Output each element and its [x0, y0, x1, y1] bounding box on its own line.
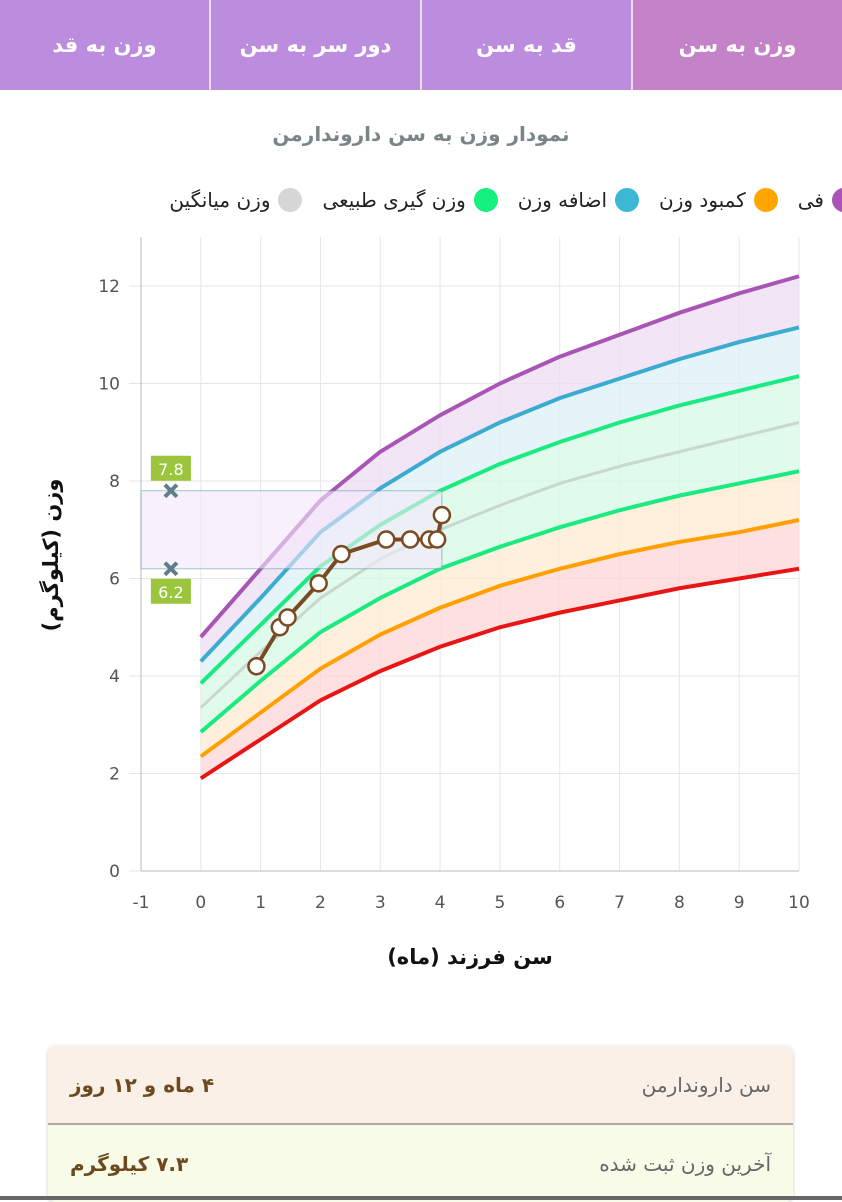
- chart-title: نمودار وزن به سن داروندارمن: [272, 122, 570, 146]
- x-axis-label: سن فرزند (ماه): [387, 945, 553, 969]
- x-tick-label: 7: [614, 893, 625, 913]
- legend-dot-icon: [473, 188, 498, 212]
- x-tick-label: 9: [734, 893, 745, 913]
- x-tick-label: 6: [554, 893, 565, 913]
- series-line-mean: [199, 421, 800, 709]
- tab-weight-height[interactable]: وزن به قد: [52, 33, 157, 57]
- legend-dot-icon: [278, 188, 303, 212]
- summary-row-age: سن داروندارمن ۴ ماه و ۱۲ روز: [48, 1046, 793, 1125]
- legend-item[interactable]: اضافه وزن: [517, 188, 640, 212]
- legend-dot-icon: [832, 188, 842, 212]
- x-tick-label: 4: [435, 893, 446, 913]
- legend: فی کمبود وزن اضافه وزن وزن گیری طبیعی وزن می…: [0, 188, 842, 212]
- weight-label: آخرین وزن ثبت شده: [599, 1151, 771, 1176]
- y-tick-label: 8: [109, 472, 120, 492]
- age-value: ۴ ماه و ۱۲ روز: [70, 1072, 215, 1097]
- range-box: [140, 490, 443, 570]
- summary-row-weight: آخرین وزن ثبت شده ۷.۳ کیلوگرم: [48, 1125, 793, 1202]
- weight-value: ۷.۳ کیلوگرم: [70, 1151, 189, 1176]
- y-axis-label: وزن (کیلوگرم): [38, 479, 63, 632]
- x-tick-label: 3: [375, 893, 386, 913]
- bottom-bar: [0, 1196, 842, 1200]
- x-tick-label: 2: [315, 893, 326, 913]
- legend-item[interactable]: وزن میانگین: [169, 188, 303, 212]
- legend-dot-icon: [753, 188, 778, 212]
- x-marker-icon: [163, 483, 179, 499]
- series-line-normal-upper: [199, 374, 800, 685]
- legend-dot-icon: [615, 188, 640, 212]
- series-line-severe: [199, 566, 800, 781]
- range-label-bg: [150, 578, 191, 604]
- band-top: [200, 276, 799, 662]
- legend-label: اضافه وزن: [517, 188, 608, 212]
- x-tick-label: 8: [674, 893, 685, 913]
- range-label-bg: [150, 455, 191, 481]
- child-weight-point: [332, 544, 351, 564]
- tab-height-age[interactable]: قد به سن: [420, 0, 631, 90]
- x-tick-label: 0: [195, 893, 206, 913]
- y-tick-label: 0: [109, 862, 120, 882]
- y-tick-label: 12: [98, 277, 120, 297]
- tab-weight-age[interactable]: وزن به سن: [631, 0, 842, 90]
- y-tick-label: 6: [109, 570, 120, 590]
- legend-label: کمبود وزن: [659, 188, 746, 212]
- range-label: 6.2: [158, 583, 183, 602]
- legend-label: فی: [797, 188, 824, 212]
- child-weight-point: [427, 530, 447, 549]
- series-line-normal-lower: [199, 469, 800, 734]
- legend-item[interactable]: فی: [798, 188, 842, 212]
- band-underweight: [200, 520, 799, 779]
- x-tick-label: 10: [788, 893, 810, 913]
- child-weight-point: [247, 657, 266, 676]
- series-line-underweight: [199, 518, 800, 759]
- summary-card: سن داروندارمن ۴ ماه و ۱۲ روز آخرین وزن ث…: [48, 1046, 793, 1202]
- band-overweight: [200, 327, 799, 684]
- child-weight-point: [278, 608, 297, 627]
- range-label: 7.8: [158, 460, 183, 479]
- x-tick-label: 1: [255, 893, 266, 913]
- legend-label: وزن میانگین: [169, 188, 271, 212]
- legend-item[interactable]: کمبود وزن: [659, 188, 778, 212]
- band-normal-lower: [200, 471, 799, 757]
- x-marker-icon: [163, 561, 179, 577]
- y-tick-label: 2: [109, 765, 120, 785]
- y-tick-label: 4: [109, 667, 120, 687]
- child-weight-point: [309, 574, 328, 593]
- child-weight-point: [400, 530, 420, 549]
- age-label: سن داروندارمن: [641, 1072, 771, 1097]
- legend-label: وزن گیری طبیعی: [322, 188, 466, 212]
- child-weight-point: [377, 530, 396, 549]
- band-mean: [200, 422, 799, 733]
- x-tick-label: 5: [494, 893, 505, 913]
- tab-bar: وزن به سن قد به سن دور سر به سن وزن به ق…: [0, 0, 842, 90]
- x-tick-label: -1: [133, 893, 150, 913]
- legend-item[interactable]: وزن گیری طبیعی: [322, 188, 498, 212]
- y-tick-label: 10: [98, 375, 120, 395]
- tab-head-age[interactable]: دور سر به سن: [209, 0, 420, 90]
- child-weight-point: [432, 505, 452, 525]
